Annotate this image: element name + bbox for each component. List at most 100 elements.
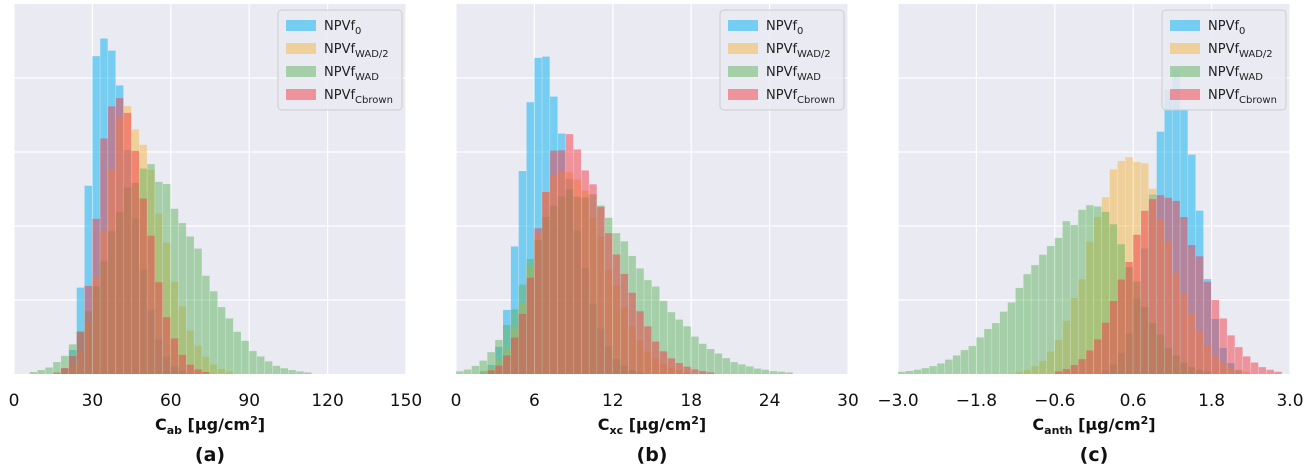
histogram-bar-NPVfCbrown [550,150,558,374]
histogram-bar-NPVfWAD [170,208,179,374]
histogram-bar-NPVfCbrown [76,332,85,374]
histogram-bar-NPVfCbrown [659,351,668,374]
histogram-bar-NPVfCbrown [534,228,542,374]
histogram-bar-NPVfWAD [753,368,762,374]
histogram-bar-NPVfCbrown [139,198,147,374]
histogram-bar-NPVfWAD [999,311,1008,374]
histogram-bar-NPVfWAD [45,367,53,374]
histogram-bar-NPVfWAD [162,184,171,374]
panel-c: −3.0 −1.8 −0.6 0.6 1.8 3.0 Canth [µg/cm2] (c) NP… [877,4,1304,466]
histogram-bar-NPVfWAD [210,291,218,374]
histogram-bar-NPVfWAD [722,358,730,374]
histogram-bar-NPVf0 [518,171,527,374]
histogram-bar-NPVfCbrown [1266,369,1274,374]
legend: NPVf0 NPVfWAD/2 NPVfWAD NPVfCbrown [277,9,403,111]
legend-entry: NPVfCbrown [766,88,835,106]
histogram-bar-NPVfWAD [937,363,945,374]
histogram-bar-NPVfWAD [761,369,770,374]
histogram-bar-NPVfWAD [225,318,234,374]
histogram-bar-NPVfWAD [968,346,976,374]
histogram-bar-NPVfWAD [746,366,754,374]
histogram-bar-NPVfCbrown [1078,359,1086,374]
histogram-bar-NPVfWAD [1070,224,1078,374]
histogram-bar-NPVfCbrown [162,317,171,374]
histogram-bar-NPVfCbrown [1164,197,1172,374]
histogram-bar-NPVfWAD [1039,254,1047,374]
histogram-bar-NPVfWAD [456,371,464,374]
histogram-bar-NPVfWAD [984,329,992,374]
histogram-bar-NPVfWAD [675,319,683,374]
histogram-bar-NPVfCbrown [1101,322,1110,374]
histogram-bar-NPVfCbrown [1242,356,1251,374]
histogram-bar-NPVfCbrown [1133,234,1141,374]
histogram-bar-NPVfWAD [471,365,480,374]
histogram-bar-NPVfCbrown [1188,244,1196,374]
histogram-bar-NPVfWAD [691,336,699,374]
histogram-bar-NPVfCbrown [100,138,108,374]
histogram-bar-NPVfWAD [61,355,69,374]
histogram-bar-NPVfWAD [233,331,241,374]
histogram-bar-NPVfCbrown [503,355,511,374]
x-tick-label: −1.8 [956,391,997,411]
histogram-bar-NPVfWAD [1023,274,1031,374]
legend-swatch [728,66,758,77]
histogram-bar-NPVfWAD [217,307,226,374]
histogram-bar-NPVfWAD [194,248,202,374]
legend-swatch [286,43,316,54]
histogram-bar-NPVfWAD [53,362,61,374]
legend-entry: NPVfWAD [766,65,821,83]
histogram-bar-NPVfCbrown [84,285,92,374]
histogram-bar-NPVfCbrown [1156,195,1165,374]
histogram-bar-NPVfCbrown [202,371,210,374]
histogram-bar-NPVfCbrown [589,184,597,374]
histogram-bar-NPVfWAD [264,361,273,374]
histogram-bar-NPVfCbrown [1141,210,1149,374]
histogram-bar-NPVfCbrown [542,191,550,374]
legend-entry: NPVfCbrown [324,88,393,106]
histogram-bar-NPVfCbrown [178,354,187,374]
histogram-bar-NPVfCbrown [612,254,621,374]
histogram-bar-NPVfCbrown [1180,217,1188,374]
histogram-bar-NPVfCbrown [518,313,527,374]
panel-caption: (c) [1080,444,1109,466]
histogram-bar-NPVfCbrown [1219,318,1227,374]
histogram-bar-NPVfWAD [155,181,163,374]
legend-box [719,9,845,111]
histogram-bar-NPVfWAD [479,360,487,374]
histogram-bar-NPVf0 [92,56,100,374]
histogram-bar-NPVfWAD [487,352,495,374]
x-axis-label: Canth [µg/cm2] [1032,414,1155,437]
histogram-bar-NPVfWAD [37,370,45,374]
x-tick-label: 60 [160,391,182,411]
legend-swatch [1170,20,1200,31]
histogram-bar-NPVfWAD [667,312,676,374]
histogram-bar-NPVfWAD [29,372,38,374]
histogram-bar-NPVfWAD [1086,205,1094,374]
histogram-bar-NPVfWAD [463,369,472,374]
legend-swatch [286,20,316,31]
histogram-bar-NPVfWAD [280,368,288,374]
histogram-bar-NPVfCbrown [92,218,100,374]
legend-swatch [1170,89,1200,100]
histogram-bar-NPVfWAD [495,339,503,374]
histogram-bar-NPVf0 [76,287,85,374]
histogram-bar-NPVfCbrown [108,106,116,374]
x-tick-label: −0.6 [1034,391,1075,411]
histogram-bar-NPVfWAD [257,356,265,374]
x-tick-label: 90 [238,391,260,411]
legend-entry: NPVf0 [766,19,803,37]
histogram-bar-NPVfCbrown [628,292,636,374]
histogram-bar-NPVfWAD [699,343,707,374]
legend-swatch [728,20,758,31]
histogram-bar-NPVfCbrown [526,277,534,374]
histogram-bar-NPVfWAD [652,286,660,374]
x-tick-label: 30 [837,391,859,411]
histogram-bar-NPVfWAD [929,366,937,374]
histogram-bar-NPVfCbrown [644,326,652,374]
histogram-bar-NPVfCbrown [147,235,155,374]
histogram-bar-NPVfCbrown [1117,279,1125,374]
histogram-bar-NPVfCbrown [636,311,644,374]
histogram-bar-NPVfWAD [714,353,723,374]
histogram-bar-NPVfWAD [1054,237,1063,374]
